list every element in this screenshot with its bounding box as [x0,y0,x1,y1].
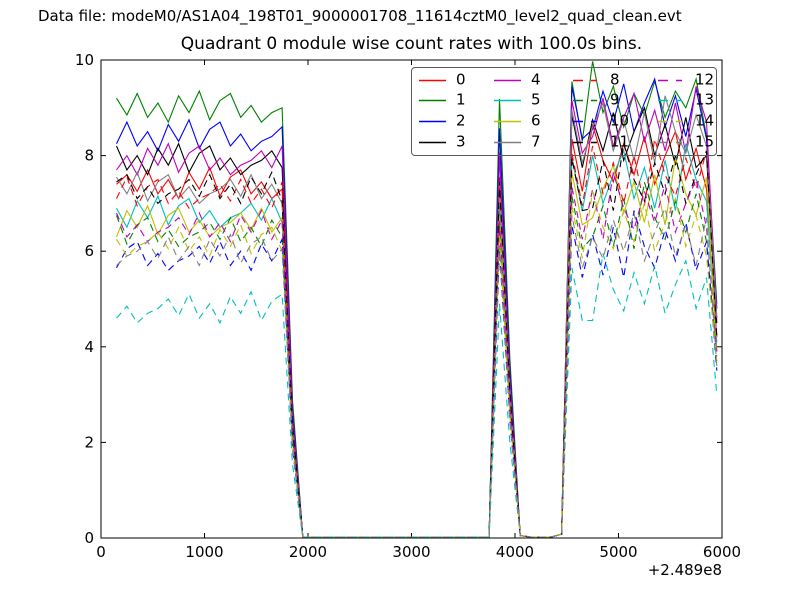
legend-label: 11 [610,132,630,151]
legend-line-sample [494,99,521,101]
legend-line-sample [419,99,446,101]
series-line-10 [116,210,718,538]
legend-entry-1: 1 [419,90,466,109]
y-tick-label: 0 [84,529,94,547]
legend-entry-8: 8 [573,70,620,89]
series-line-12 [115,172,718,538]
legend-entry-5: 5 [494,90,541,109]
legend-entry-0: 0 [419,70,466,89]
series-line-13 [116,253,718,538]
legend-entry-13: 13 [658,90,715,109]
legend: 0 1 2 3 4 5 6 7 8 9 10 11 12 13 14 15 [411,67,717,156]
legend-entry-9: 9 [573,90,620,109]
x-tick-label: 5000 [599,543,637,561]
y-tick-label: 4 [84,338,94,356]
series-line-8 [116,138,718,538]
legend-line-sample [658,79,685,81]
series-line-3 [115,106,718,538]
legend-entry-6: 6 [494,111,541,130]
legend-line-sample [658,99,685,101]
legend-line-sample [494,141,521,143]
x-axis-offset-label: +2.489e8 [647,561,722,579]
legend-label: 8 [610,70,620,89]
x-tick-label: 0 [96,543,106,561]
legend-label: 7 [531,132,541,151]
y-tick-label: 8 [84,147,94,165]
legend-entry-3: 3 [419,132,466,151]
data-file-label: Data file: modeM0/AS1A04_198T01_90000017… [38,7,682,25]
legend-line-sample [573,79,600,81]
legend-label: 2 [456,111,466,130]
legend-line-sample [573,99,600,101]
legend-line-sample [573,120,600,122]
x-tick-label: 4000 [496,543,534,561]
legend-entry-12: 12 [658,70,715,89]
legend-line-sample [573,141,600,143]
series-line-9 [115,181,718,538]
legend-label: 1 [456,90,466,109]
legend-line-sample [419,120,446,122]
y-tick-label: 10 [75,51,94,69]
legend-line-sample [494,120,521,122]
legend-entry-4: 4 [494,70,541,89]
legend-entry-11: 11 [573,132,630,151]
legend-label: 14 [695,111,715,130]
legend-line-sample [419,79,446,81]
series-line-0 [116,124,718,538]
legend-entry-15: 15 [658,132,715,151]
legend-line-sample [658,120,685,122]
legend-label: 0 [456,70,466,89]
legend-label: 12 [695,70,715,89]
legend-entry-2: 2 [419,111,466,130]
y-tick-label: 6 [84,242,94,260]
legend-label: 10 [610,111,630,130]
legend-label: 6 [531,111,541,130]
legend-entry-14: 14 [658,111,715,130]
plot-title: Quadrant 0 module wise count rates with … [180,34,643,54]
x-tick-label: 2000 [289,543,327,561]
legend-entry-7: 7 [494,132,541,151]
legend-label: 3 [456,132,466,151]
legend-entry-10: 10 [573,111,630,130]
legend-label: 13 [695,90,715,109]
series-line-11 [116,143,718,538]
legend-line-sample [419,141,446,143]
x-tick-label: 3000 [392,543,430,561]
legend-line-sample [494,79,521,81]
legend-line-sample [658,141,685,143]
legend-label: 15 [695,132,715,151]
x-tick-label: 1000 [185,543,223,561]
legend-label: 5 [531,90,541,109]
series-line-14 [116,191,718,538]
y-tick-label: 2 [84,433,94,451]
legend-label: 4 [531,70,541,89]
x-tick-label: 6000 [703,543,741,561]
legend-label: 9 [610,90,620,109]
